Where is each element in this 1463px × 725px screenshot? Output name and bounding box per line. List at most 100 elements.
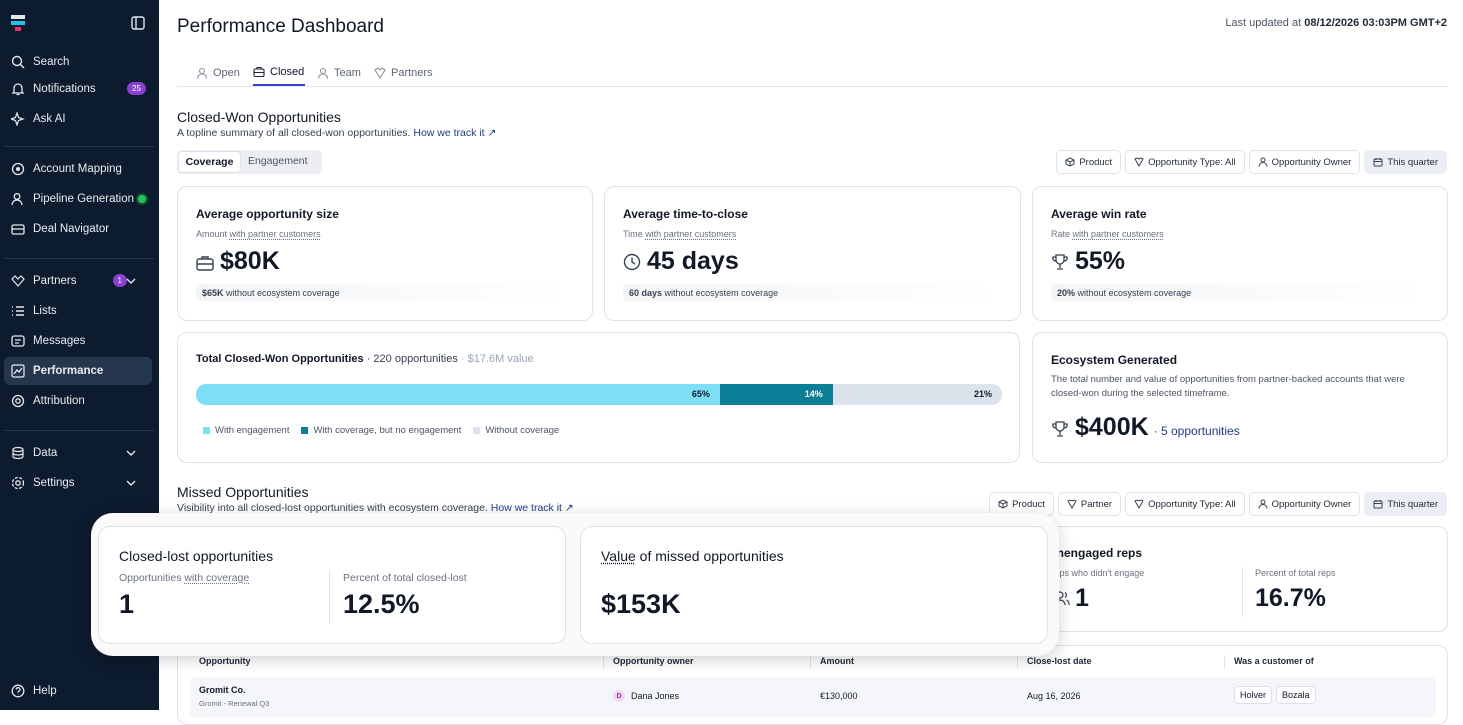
filter-button[interactable]: Partner [1057, 492, 1122, 516]
toggle-option[interactable]: Coverage [178, 151, 241, 173]
sub-link[interactable]: with coverage [184, 572, 250, 584]
nav-item[interactable]: Settings [4, 469, 152, 497]
sidebar: Search Notifications 25 Ask AI Account Ma… [0, 0, 159, 710]
ecosystem-card: Ecosystem Generated The total number and… [1032, 332, 1448, 463]
nav-item[interactable]: Pipeline Generation [4, 185, 152, 213]
nav-label: Ask AI [33, 113, 66, 125]
owner-name: Dana Jones [631, 691, 680, 701]
filter-label: Opportunity Type: All [1148, 498, 1236, 510]
divider [329, 571, 330, 624]
tab[interactable]: Open [196, 60, 240, 86]
filter-label: This quarter [1387, 156, 1438, 168]
tab[interactable]: Closed [253, 60, 306, 86]
comparison-note: 20% without ecosystem coverage [1051, 284, 1429, 301]
distribution-card: Total Closed-Won Opportunities · 220 opp… [177, 332, 1020, 463]
nav-item[interactable]: Lists [4, 297, 152, 325]
note-text: without ecosystem coverage [1077, 287, 1192, 298]
nav-item[interactable]: Account Mapping [4, 155, 152, 183]
comparison-note: $65K without ecosystem coverage [196, 284, 574, 301]
nav-item[interactable]: Deal Navigator [4, 215, 152, 243]
nav-item[interactable]: Ask AI [4, 105, 152, 133]
filter-button[interactable]: Product [989, 492, 1054, 516]
nav-label: Deal Navigator [33, 223, 110, 235]
nav-item[interactable]: Search [4, 48, 152, 76]
filter-button[interactable]: Opportunity Type: All [1125, 492, 1245, 516]
opportunity-count: · 220 opportunities [366, 353, 458, 365]
title-link[interactable]: Value [601, 548, 636, 564]
filter-label: Opportunity Owner [1271, 498, 1352, 510]
last-updated: Last updated at 08/12/2026 03:03PM GMT+2 [1225, 17, 1447, 29]
card-subtitle: Opportunities with coverage [119, 572, 249, 584]
metric-value: 12.5% [343, 589, 420, 619]
column-header: Opportunity owner [613, 656, 694, 666]
tab[interactable]: Team [317, 60, 361, 86]
card-subtitle: Reps who didn't engage [1048, 568, 1145, 578]
customer-tag: Bozala [1276, 686, 1316, 704]
filter-button[interactable]: Product [1056, 150, 1122, 174]
bar-segment: 21% [832, 384, 1002, 405]
filter-button[interactable]: This quarter [1364, 492, 1447, 516]
nav-label: Lists [33, 305, 57, 317]
nav-label: Settings [33, 477, 75, 489]
column-divider [603, 655, 604, 669]
nav-item[interactable]: Notifications 25 [4, 75, 152, 103]
note-text: without ecosystem coverage [664, 287, 779, 298]
kpi-card: Average win rate Rate with partner custo… [1032, 186, 1448, 321]
legend-label: With coverage, but no engagement [313, 425, 462, 436]
status-dot [138, 195, 146, 203]
card-title: Closed-lost opportunities [119, 548, 274, 564]
nav-label: Performance [33, 365, 104, 377]
segment-label: 14% [804, 389, 823, 399]
card-title: Average time-to-close [623, 207, 748, 221]
bar-segment: 14% [719, 384, 833, 405]
help-link[interactable]: Help [4, 677, 152, 705]
badge: 25 [127, 82, 146, 95]
help-link[interactable]: How we track it ↗ [413, 127, 497, 139]
nav-item[interactable]: Attribution [4, 387, 152, 415]
collapse-icon[interactable] [131, 16, 145, 30]
reps-value: 1 [1075, 584, 1089, 612]
segment-label: 21% [973, 389, 992, 399]
toggle-option[interactable]: Engagement [248, 155, 308, 167]
filter-button[interactable]: This quarter [1364, 150, 1447, 174]
filter-bar: Product Partner Opportunity Type: All Op… [989, 492, 1447, 516]
nav-item[interactable]: Data [4, 439, 152, 467]
nav-item[interactable]: Messages [4, 327, 152, 355]
sub-link[interactable]: with partner customers [229, 229, 321, 239]
sub-link[interactable]: with partner customers [1072, 229, 1164, 239]
subtitle-text: Visibility into all closed-lost opportun… [177, 502, 488, 514]
column-header: Opportunity [199, 656, 251, 666]
distribution-heading: Total Closed-Won Opportunities · 220 opp… [196, 353, 534, 365]
filter-button[interactable]: Opportunity Owner [1248, 150, 1361, 174]
filter-button[interactable]: Opportunity Owner [1248, 492, 1361, 516]
divider [1242, 567, 1243, 617]
separator [4, 146, 154, 147]
filter-bar: Product Opportunity Type: All Opportunit… [1056, 150, 1447, 174]
help-link[interactable]: How we track it ↗ [490, 502, 574, 514]
legend-item: With coverage, but no engagement [301, 425, 461, 436]
tab[interactable]: Partners [374, 60, 433, 86]
customer-tags: Holver Bozala [1234, 686, 1320, 704]
owner-avatar: D [613, 690, 625, 702]
trophy-icon [1052, 421, 1068, 437]
column-divider [1017, 655, 1018, 669]
updated-prefix: Last updated at [1225, 17, 1302, 29]
nav-item[interactable]: Performance [4, 357, 152, 385]
kpi-value: 1 [119, 589, 135, 619]
ecosystem-value: $400K [1075, 413, 1149, 441]
note-value: $65K [202, 287, 224, 298]
trophy-icon [1052, 254, 1068, 270]
nav-item[interactable]: Partners 1 [4, 267, 152, 295]
opportunity-value: · $17.6M value [460, 353, 534, 365]
kpi-card: Closed-lost opportunities Opportunities … [98, 526, 566, 644]
comparison-note: 60 days without ecosystem coverage [623, 284, 1001, 301]
filter-button[interactable]: Opportunity Type: All [1125, 150, 1245, 174]
sub-link[interactable]: with partner customers [645, 229, 737, 239]
nav-label: Pipeline Generation [33, 193, 135, 205]
legend-swatch [203, 427, 210, 434]
kpi-value: $80K [220, 247, 280, 275]
sub-text: Amount [196, 229, 228, 239]
note-value: 20% [1057, 287, 1076, 298]
opportunity-detail: Gromit - Renewal Q3 [199, 699, 270, 708]
filter-label: Partner [1080, 498, 1113, 510]
